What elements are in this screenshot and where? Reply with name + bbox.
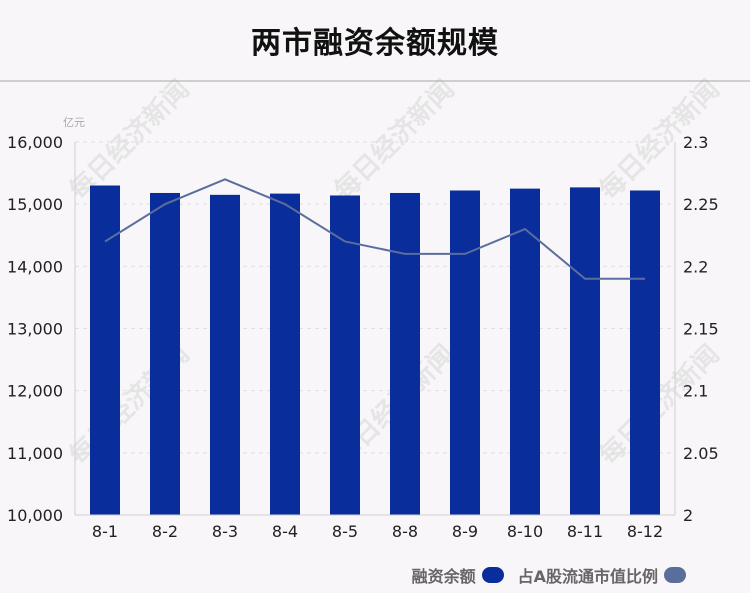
bar [150,192,180,515]
y-left-tick-label: 15,000 [7,195,63,214]
x-tick-label: 8-3 [212,522,238,541]
bar [510,188,540,515]
legend-item-balance: 融资余额 [412,563,504,587]
bar [630,190,660,516]
x-tick-label: 8-5 [332,522,358,541]
x-tick-label: 8-1 [92,522,118,541]
x-tick-label: 8-2 [152,522,178,541]
y-left-tick-label: 10,000 [7,506,63,525]
y-right-tick-label: 2.05 [683,444,719,463]
x-tick-label: 8-12 [627,522,663,541]
x-tick-label: 8-8 [392,522,418,541]
y-right-tick-label: 2.1 [683,382,708,401]
legend-label-ratio: 占A股流通市值比例 [517,567,658,586]
legend-swatch-ratio [664,567,686,583]
chart-title: 两市融资余额规模 [251,26,499,61]
y-left-tick-label: 11,000 [7,444,63,463]
y-right-tick-label: 2.2 [683,257,708,276]
legend-label-balance: 融资余额 [411,567,476,586]
title-divider [0,80,750,82]
bar [270,193,300,515]
y-right-tick-label: 2.25 [683,195,719,214]
legend: 融资余额 占A股流通市值比例 [412,563,686,587]
y-left-tick-label: 16,000 [7,133,63,152]
y-right-tick-label: 2.3 [683,133,708,152]
legend-swatch-balance [481,567,504,583]
x-tick-label: 8-10 [507,522,543,541]
y-left-tick-label: 14,000 [7,257,63,276]
y-unit-label: 亿元 [63,116,85,129]
legend-item-ratio: 占A股流通市值比例 [518,563,686,587]
x-tick-label: 8-11 [567,522,603,541]
bar [390,192,420,515]
x-tick-label: 8-9 [452,522,478,541]
y-right-tick-label: 2.15 [683,320,719,339]
y-left-tick-label: 13,000 [7,320,63,339]
ratio-line [104,178,645,280]
x-tick-label: 8-4 [272,522,298,541]
bar [330,195,360,516]
bar [210,194,240,515]
y-left-tick-label: 12,000 [7,382,63,401]
bar [570,187,600,516]
y-right-tick-label: 2 [683,506,693,525]
bar [450,190,480,516]
